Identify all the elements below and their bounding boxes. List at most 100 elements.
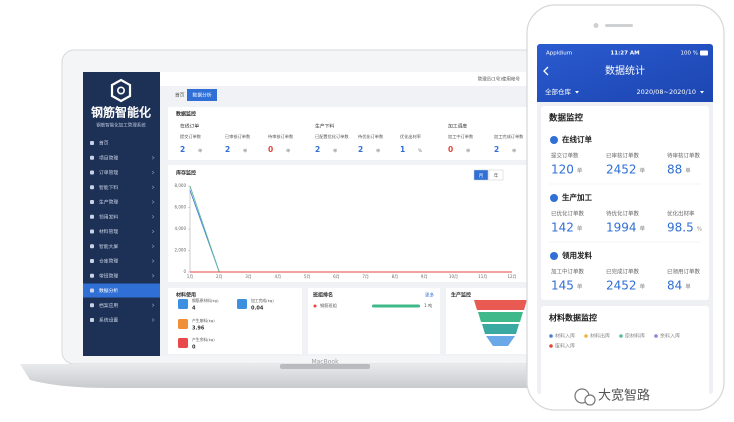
stat-unit: 单 — [198, 147, 202, 154]
stat-label: 待优化订单数 — [606, 210, 640, 218]
back-button[interactable] — [543, 66, 549, 76]
phone-title: 数据统计 — [605, 64, 645, 77]
tab[interactable]: 数据分析 — [192, 92, 211, 99]
y-tick-label: 6,000 — [175, 205, 187, 210]
active-tab[interactable] — [187, 89, 217, 101]
chart-button[interactable] — [473, 169, 489, 181]
ranking-panel — [308, 288, 440, 354]
chart-button[interactable] — [488, 169, 504, 181]
legend-label: 余料入库 — [660, 333, 680, 340]
sidebar — [83, 72, 160, 356]
panel-title: 生产监控 — [451, 292, 471, 299]
stat-value: 2 — [315, 145, 320, 154]
menu-arrow — [151, 170, 155, 175]
x-tick-label: 10月 — [449, 274, 458, 279]
warehouse-select[interactable]: 全部仓库 — [545, 87, 572, 96]
menu-item[interactable]: 材料管理 — [99, 228, 118, 235]
user-info[interactable]: 管理员(1号)使用帐号 — [478, 76, 521, 83]
menu-item[interactable]: 数据分析 — [99, 287, 118, 294]
material-value: 0.04 — [251, 306, 264, 312]
x-tick-label: 6月 — [333, 274, 340, 279]
stat-value: 142 — [551, 221, 574, 235]
funnel-step — [482, 324, 519, 334]
rank-bar — [372, 304, 420, 308]
stat-label: 已领用订单数 — [667, 268, 701, 276]
menu-item[interactable]: 首页 — [99, 140, 109, 147]
y-tick-label: 8,000 — [175, 183, 187, 188]
legend-label: 原材料库 — [625, 333, 645, 340]
more-link[interactable]: 更多 — [425, 292, 434, 299]
stat-label: 已审核订单数 — [606, 152, 640, 160]
laptop-notch — [280, 364, 370, 369]
menu-arrow — [151, 200, 155, 204]
legend-swatch — [584, 334, 588, 338]
chart-button-label: 年 — [494, 172, 499, 179]
legend-label: 材料入库 — [555, 333, 575, 340]
menu-item[interactable]: 系统设置 — [99, 317, 118, 324]
stat-unit: 单 — [577, 225, 583, 233]
phone-speaker — [605, 24, 633, 27]
menu-item[interactable]: 带班管理 — [99, 272, 118, 279]
menu-icon — [90, 155, 94, 160]
menu-icon — [90, 273, 94, 278]
x-tick-label: 5月 — [304, 274, 311, 279]
funnel-step — [478, 312, 523, 322]
stat-unit: 单 — [466, 147, 470, 154]
stat-value: 2 — [180, 145, 185, 154]
stat-value: 2 — [358, 145, 363, 154]
legend-swatch — [654, 334, 658, 338]
group-icon — [550, 252, 558, 260]
stat-value: 1 — [400, 145, 405, 154]
menu-icon — [90, 185, 94, 190]
menu-item[interactable]: 项目管理 — [99, 154, 118, 161]
menu-arrow — [151, 303, 155, 307]
stat-label: 加工中订单数 — [551, 268, 585, 276]
menu-icon — [90, 200, 94, 204]
legend-swatch — [549, 334, 553, 338]
stat-value: 2452 — [606, 163, 637, 177]
stat-unit: % — [697, 227, 702, 233]
legend-swatch — [619, 334, 623, 338]
logo-subtitle: 钢筋智能化加工管理系统 — [96, 122, 146, 129]
watermark-icon — [584, 394, 596, 406]
menu-item[interactable]: 订单管理 — [99, 169, 118, 176]
x-tick-label: 8月 — [392, 274, 399, 279]
menu-icon — [90, 318, 94, 322]
stat-label: 待审核订单数 — [667, 152, 701, 160]
menu-arrow — [151, 318, 155, 322]
battery-icon — [700, 50, 708, 56]
group-name: 生产下料 — [315, 123, 334, 130]
phone-camera — [593, 23, 599, 28]
select-caret — [700, 91, 704, 94]
tab[interactable]: 首页 — [175, 92, 185, 99]
menu-item[interactable]: 生产管理 — [99, 199, 118, 206]
logo-icon-dot — [117, 86, 126, 95]
menu-icon — [90, 303, 94, 308]
material-icon — [178, 299, 188, 309]
menu-item[interactable]: 领用发料 — [99, 213, 118, 220]
stat-value: 84 — [667, 279, 682, 293]
menu-item[interactable]: 智能大屏 — [99, 243, 118, 250]
date-range[interactable]: 2020/08~2020/10 — [637, 88, 696, 96]
stat-unit: 单 — [640, 283, 646, 291]
menu-item[interactable]: 档案应用 — [99, 302, 118, 309]
top-bar — [160, 72, 553, 86]
phone-card — [541, 306, 709, 394]
material-icon — [178, 338, 188, 348]
menu-item[interactable]: 仓库管理 — [99, 258, 118, 265]
stat-unit: 单 — [243, 147, 247, 154]
material-label: 加工完成(kg) — [251, 298, 274, 303]
material-value: 3.96 — [192, 326, 205, 332]
stat-label: 已审核订单数 — [225, 133, 251, 140]
menu-arrow — [151, 244, 155, 248]
menu-item[interactable]: 智能下料 — [99, 184, 118, 191]
logo-icon — [110, 78, 132, 103]
rank-name: 钢筋班组 — [320, 302, 337, 309]
legend-label: 材料出库 — [590, 333, 610, 340]
menu-active — [83, 283, 160, 298]
stat-unit: 单 — [376, 147, 380, 154]
material-label: 产生废料(kg) — [192, 318, 215, 323]
materials-panel — [168, 288, 302, 354]
x-tick-label: 4月 — [275, 274, 282, 279]
